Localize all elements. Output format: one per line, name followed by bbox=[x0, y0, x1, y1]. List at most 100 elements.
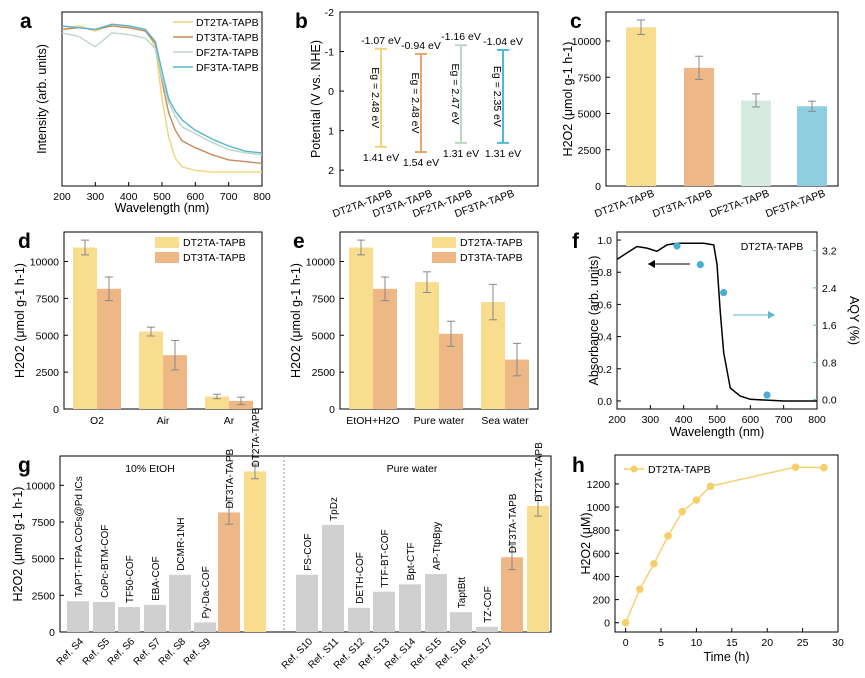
panel-a-xtick-label: 700 bbox=[220, 191, 238, 203]
panel-h-ytick-label: 200 bbox=[592, 595, 610, 607]
panel-g-bar bbox=[373, 591, 395, 632]
panel-f-ytick-label: 0.0 bbox=[597, 396, 612, 408]
panel-h-ytick-label: 1200 bbox=[587, 479, 611, 491]
panel-g-ref-label: Ref. S9 bbox=[182, 636, 214, 668]
panel-c-frame bbox=[605, 11, 839, 187]
panel-g-bar-label: CoPc-BTM-COF bbox=[100, 525, 111, 598]
panel-g-ylabel: H2O2 (μmol g-1 h-1) bbox=[11, 487, 25, 602]
panel-label-d: d bbox=[18, 230, 31, 253]
panel-d-category-label: O2 bbox=[90, 415, 104, 427]
panel-g-bar bbox=[322, 524, 344, 632]
panel-f-ytick-label: 0.2 bbox=[597, 364, 612, 376]
panel-b-vb-label: 1.54 eV bbox=[403, 157, 439, 169]
panel-d-ytick-label: 10000 bbox=[30, 257, 59, 269]
panel-e-bar bbox=[415, 282, 439, 409]
panel-d-bar bbox=[73, 247, 97, 409]
panel-h-data-point bbox=[650, 559, 658, 568]
panel-g-bar-label: AP-TtpBpy bbox=[432, 522, 443, 570]
panel-f-ylabel: Absorbance (arb. units) bbox=[587, 256, 601, 386]
panel-h-xtick-label: 5 bbox=[658, 637, 664, 649]
panel-a-legend-entry: DT2TA-TAPB bbox=[196, 17, 259, 29]
panel-c-bar bbox=[626, 27, 656, 186]
panel-f-xtick-label: 300 bbox=[642, 414, 660, 426]
panel-h-ytick-label: 0 bbox=[604, 618, 610, 630]
panel-e-ytick-label: 7500 bbox=[312, 293, 336, 305]
panel-h-legend-marker bbox=[630, 465, 638, 473]
panel-g-ytick-label: 5000 bbox=[32, 554, 56, 566]
panel-h-data-point bbox=[820, 463, 828, 472]
panel-b-cb-label: -1.04 eV bbox=[483, 36, 523, 48]
panel-g-bar bbox=[169, 574, 191, 632]
panel-f-y2tick-label: 0.0 bbox=[822, 395, 837, 407]
panel-a-series-line bbox=[61, 25, 263, 165]
panel-g-bar bbox=[425, 574, 447, 632]
panel-label-b: b bbox=[295, 10, 308, 33]
panel-e-ytick-label: 0 bbox=[329, 404, 335, 416]
panel-f-y2label: AQY (%) bbox=[847, 296, 861, 345]
panel-a-ylabel: Intensity (arb. units) bbox=[35, 44, 49, 154]
panel-g-group-label: 10% EtOH bbox=[125, 463, 175, 475]
panel-b-eg-label: Eg = 2.48 eV bbox=[409, 72, 421, 133]
panel-g-ytick-label: 7500 bbox=[32, 517, 56, 529]
panel-c-ytick-label: 0 bbox=[595, 181, 601, 193]
panel-h-ytick-label: 600 bbox=[592, 548, 610, 560]
panel-g-bar bbox=[501, 557, 523, 632]
panel-h-frame bbox=[614, 454, 839, 633]
panel-d-category-label: Air bbox=[157, 415, 170, 427]
panel-h-xtick-label: 10 bbox=[691, 637, 703, 649]
panel-g-bar bbox=[118, 607, 140, 632]
panel-b-vb-label: 1.31 eV bbox=[485, 148, 521, 160]
panel-g-bar-label: DETH-COF bbox=[355, 552, 366, 604]
panel-label-a: a bbox=[20, 10, 32, 33]
panel-g-bar bbox=[476, 626, 498, 632]
panel-f-arrow-left-head bbox=[648, 260, 655, 268]
panel-e-bar bbox=[373, 288, 397, 409]
panel-label-e: e bbox=[293, 230, 305, 253]
panel-g-bar-label: DT2TA-TAPB bbox=[534, 442, 545, 502]
panel-h-ytick-label: 800 bbox=[592, 525, 610, 537]
panel-g-bar-label: DT2TA-TAPB bbox=[251, 407, 262, 467]
panel-a-xtick-label: 400 bbox=[120, 191, 138, 203]
panel-b-eg-label: Eg = 2.35 eV bbox=[491, 66, 503, 127]
panel-d-ytick-label: 5000 bbox=[36, 330, 60, 342]
panel-e-ytick-label: 2500 bbox=[312, 367, 336, 379]
panel-c-bar bbox=[797, 106, 827, 186]
panel-c-ytick-label: 5000 bbox=[578, 109, 602, 121]
panel-e-category-label: Pure water bbox=[414, 415, 465, 427]
panel-a-series-line bbox=[61, 23, 263, 154]
panel-g-bar bbox=[399, 584, 421, 632]
panel-h-data-point bbox=[635, 585, 644, 593]
panel-f-xtick-label: 200 bbox=[608, 414, 626, 426]
panel-b-ytick-label: -1 bbox=[325, 47, 334, 59]
panel-c-bar bbox=[741, 100, 771, 186]
panel-label-h: h bbox=[572, 454, 585, 477]
panel-d-ytick-label: 0 bbox=[53, 404, 59, 416]
panel-h-xtick-label: 0 bbox=[623, 637, 629, 649]
panel-label-f: f bbox=[572, 230, 580, 253]
panel-d-legend-swatch bbox=[155, 252, 179, 263]
panel-d-legend-entry: DT3TA-TAPB bbox=[183, 252, 246, 264]
panel-b-ytick-label: -2 bbox=[325, 7, 334, 19]
panel-g-bar-label: TZ-COF bbox=[483, 586, 494, 623]
panel-g-bar-label: EBA-COF bbox=[151, 556, 162, 600]
panel-c-bar bbox=[684, 67, 714, 186]
panel-c-category-label: DT2TA-TAPB bbox=[593, 188, 656, 221]
panel-b-ylabel: Potential (V vs. NHE) bbox=[309, 40, 323, 158]
panel-e-category-label: EtOH+H2O bbox=[346, 415, 399, 427]
panel-h-data-point bbox=[791, 463, 800, 471]
panel-a-xtick-label: 200 bbox=[53, 191, 71, 203]
panel-a-legend-entry: DT3TA-TAPB bbox=[196, 32, 259, 44]
panel-h-legend-entry: DT2TA-TAPB bbox=[648, 464, 711, 476]
panel-h-ytick-label: 1000 bbox=[587, 502, 611, 514]
panel-g-bar-label: TF50-COF bbox=[125, 555, 136, 603]
panel-g-ytick-label: 0 bbox=[49, 627, 55, 639]
panel-g-bar bbox=[296, 574, 318, 632]
panel-f-aqy-point bbox=[720, 288, 728, 297]
panel-d-ytick-label: 7500 bbox=[36, 293, 60, 305]
panel-b-cb-label: -1.07 eV bbox=[361, 35, 401, 47]
panel-g-bar bbox=[450, 612, 472, 632]
panel-f-xtick-label: 500 bbox=[708, 414, 726, 426]
panel-f-aqy-point bbox=[673, 242, 681, 250]
panel-g-bar-label: Py-Da-COF bbox=[201, 566, 212, 618]
